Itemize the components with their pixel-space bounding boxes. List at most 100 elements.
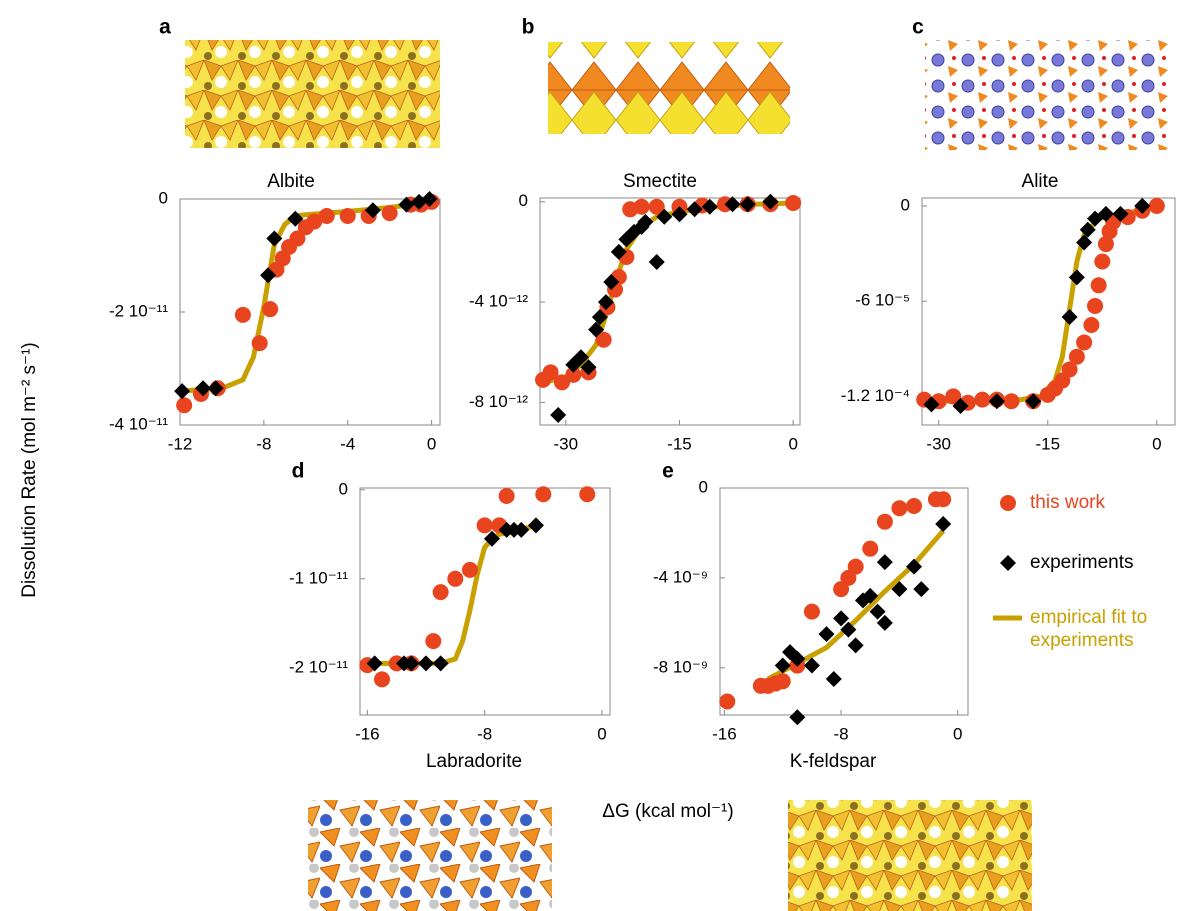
- legend-label: this work: [1030, 491, 1180, 514]
- legend-label: experiments: [1030, 551, 1180, 574]
- circle-point: [1087, 298, 1103, 314]
- diamond-point: [877, 554, 893, 570]
- x-axis-label: ΔG (kcal mol⁻¹): [602, 801, 733, 822]
- y-tick-label: -4 10⁻¹¹: [109, 414, 168, 433]
- labradorite-structure: [308, 800, 552, 911]
- x-tick-label: -8: [477, 724, 492, 743]
- circle-point: [477, 517, 493, 533]
- diamond-point: [848, 637, 864, 653]
- x-tick-label: 0: [427, 434, 436, 453]
- circle-point: [235, 307, 251, 323]
- chart: Dissolution Rate (mol m⁻² s⁻¹) ΔG (kcal …: [0, 0, 1189, 911]
- circle-point: [877, 514, 893, 530]
- alite-structure: [925, 40, 1170, 150]
- circle-point: [719, 694, 735, 710]
- circle-point: [974, 392, 990, 408]
- circle-point: [1094, 253, 1110, 269]
- diamond-point: [1062, 309, 1078, 325]
- y-tick-label: -2 10⁻¹¹: [109, 301, 168, 320]
- circle-point: [499, 488, 515, 504]
- circle-point: [374, 671, 390, 687]
- x-tick-label: -4: [340, 434, 355, 453]
- fit-line: [367, 525, 536, 663]
- circle-point: [262, 301, 278, 317]
- circle-point: [433, 584, 449, 600]
- diamond-point: [174, 383, 190, 399]
- y-tick-label: -1 10⁻¹¹: [289, 568, 348, 587]
- y-tick-label: 0: [699, 477, 708, 496]
- x-tick-label: -16: [712, 724, 737, 743]
- y-tick-label: -8 10⁻¹²: [469, 392, 528, 411]
- diamond-point: [913, 581, 929, 597]
- panel-title: Smectite: [623, 171, 697, 192]
- circle-point: [804, 604, 820, 620]
- y-tick-label: 0: [159, 188, 168, 207]
- diamond-point: [550, 407, 566, 423]
- circle-point: [1076, 334, 1092, 350]
- y-tick-label: -6 10⁻⁵: [855, 291, 910, 310]
- y-axis-label: Dissolution Rate (mol m⁻² s⁻¹): [19, 342, 40, 598]
- x-tick-label: -12: [168, 434, 193, 453]
- x-tick-label: -30: [553, 434, 578, 453]
- x-tick-label: -15: [667, 434, 692, 453]
- panel-letter: d: [292, 460, 305, 483]
- x-tick-label: 0: [597, 724, 606, 743]
- albite-structure: [185, 40, 440, 148]
- legend-swatch: [1000, 555, 1016, 571]
- x-tick-label: 0: [1152, 434, 1161, 453]
- x-tick-label: -8: [834, 724, 849, 743]
- plot-frame: [540, 198, 800, 425]
- circle-point: [447, 571, 463, 587]
- y-tick-label: 0: [519, 191, 528, 210]
- x-tick-label: -16: [355, 724, 380, 743]
- circle-point: [634, 199, 650, 215]
- legend-swatch: [1000, 495, 1016, 511]
- panel-title: K-feldspar: [790, 751, 877, 772]
- circle-point: [1149, 198, 1165, 214]
- diamond-point: [433, 655, 449, 671]
- panel-letter: c: [912, 16, 924, 39]
- circle-point: [535, 486, 551, 502]
- panel-letter: a: [159, 16, 171, 39]
- y-tick-label: -8 10⁻⁹: [653, 657, 708, 676]
- y-tick-label: 0: [339, 479, 348, 498]
- circle-point: [1091, 277, 1107, 293]
- circle-point: [848, 559, 864, 575]
- x-tick-label: -30: [926, 434, 951, 453]
- circle-point: [775, 673, 791, 689]
- panel-letter: b: [522, 16, 535, 39]
- panel-title: Labradorite: [426, 751, 522, 772]
- circle-point: [862, 541, 878, 557]
- y-tick-label: -1.2 10⁻⁴: [841, 386, 910, 405]
- diamond-point: [418, 655, 434, 671]
- circle-point: [319, 208, 335, 224]
- diamond-point: [826, 671, 842, 687]
- panel-letter: e: [662, 460, 674, 483]
- circle-point: [891, 500, 907, 516]
- circle-point: [462, 562, 478, 578]
- y-tick-label: -4 10⁻¹²: [469, 292, 528, 311]
- diamond-point: [789, 709, 805, 725]
- circle-point: [935, 491, 951, 507]
- circle-point: [579, 486, 595, 502]
- circle-point: [252, 335, 268, 351]
- kfeldspar-structure: [788, 800, 1032, 911]
- diamond-point: [649, 254, 665, 270]
- circle-point: [906, 498, 922, 514]
- circle-point: [340, 208, 356, 224]
- circle-point: [1003, 393, 1019, 409]
- diamond-point: [935, 516, 951, 532]
- diamond-point: [775, 658, 791, 674]
- x-tick-label: 0: [788, 434, 797, 453]
- y-tick-label: 0: [901, 195, 910, 214]
- circle-point: [1083, 317, 1099, 333]
- y-tick-label: -2 10⁻¹¹: [289, 657, 348, 676]
- panel-title: Albite: [267, 171, 315, 192]
- circle-point: [785, 195, 801, 211]
- circle-point: [382, 205, 398, 221]
- fit-line: [924, 208, 1157, 402]
- circle-point: [1069, 349, 1085, 365]
- x-tick-label: -15: [1035, 434, 1060, 453]
- panel-title: Alite: [1022, 171, 1059, 192]
- legend-label: empirical fit to experiments: [1030, 606, 1180, 652]
